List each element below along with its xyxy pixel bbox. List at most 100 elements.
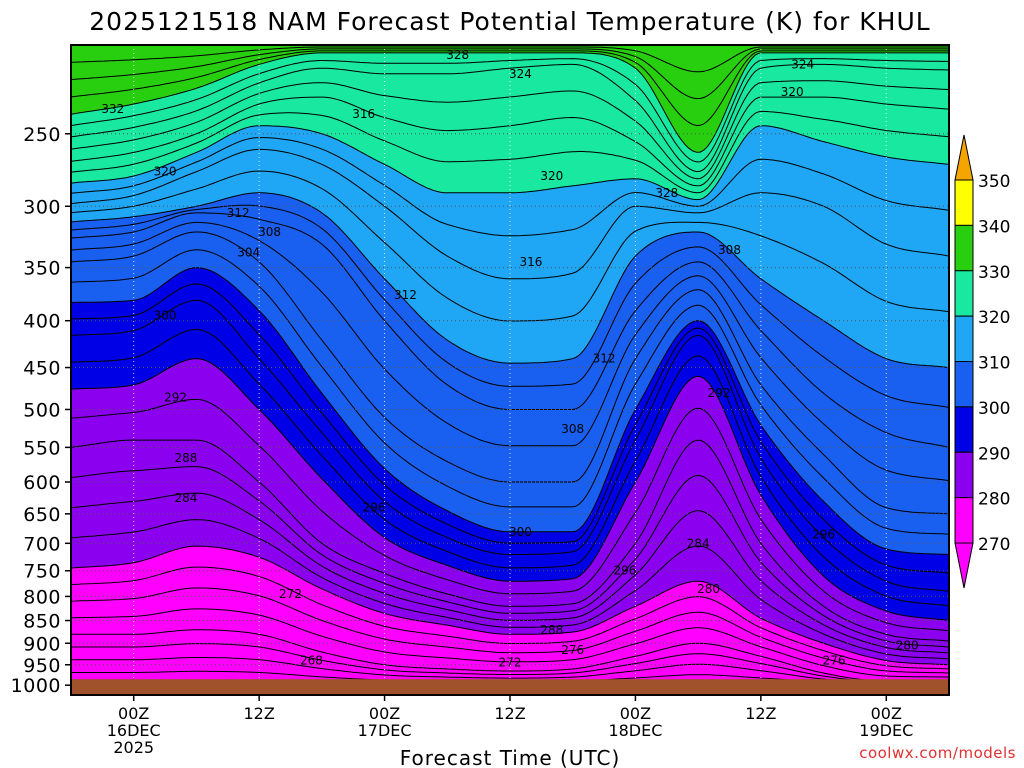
y-tick-label: 650 (23, 504, 61, 526)
colorbar-segment (954, 497, 974, 544)
y-tick-label: 400 (23, 311, 61, 333)
contour-label: 316 (519, 255, 542, 269)
x-tick-label: 12Z (745, 704, 776, 723)
colorbar-label: 310 (978, 354, 1010, 374)
colorbar-label: 290 (978, 444, 1010, 464)
isentrope-278 (71, 566, 949, 670)
contour-label: 328 (446, 48, 469, 62)
isentrope-280 (71, 545, 949, 666)
isentrope-322 (71, 110, 949, 194)
contour-label: 280 (697, 582, 720, 596)
contour-label: 312 (227, 206, 250, 220)
fill-band-332 (71, 45, 949, 153)
ground-layer (71, 679, 949, 695)
grid-lines (71, 45, 949, 695)
y-tick-label: 950 (23, 655, 61, 677)
contour-label: 300 (154, 309, 177, 323)
isentrope-294 (71, 328, 949, 607)
y-tick-label: 750 (23, 561, 61, 583)
isentrope-318 (71, 137, 949, 237)
y-tick-label: 600 (23, 472, 61, 494)
x-axis-label: Forecast Time (UTC) (400, 746, 621, 768)
chart-title: 2025121518 NAM Forecast Potential Temper… (89, 7, 930, 36)
contour-label: 288 (540, 623, 563, 637)
isentrope-surface-2 (71, 657, 949, 684)
colorbar-segment (954, 179, 974, 226)
y-tick-label: 1000 (11, 675, 61, 697)
colorbar-label: 340 (978, 217, 1010, 237)
y-tick-label: 900 (23, 633, 61, 655)
contour-label: 324 (509, 67, 532, 81)
contour-label: 332 (101, 102, 124, 116)
isentrope-284 (71, 492, 949, 654)
contour-label: 288 (175, 451, 198, 465)
contour-label: 320 (781, 85, 804, 99)
isentrope-330 (71, 58, 949, 163)
contour-label: 300 (509, 525, 532, 539)
x-tick-label: 12Z (494, 704, 525, 723)
contour-label: 320 (540, 169, 563, 183)
isentrope-298 (71, 283, 949, 574)
y-tick-label: 350 (23, 258, 61, 280)
isentrope-320 (71, 125, 949, 201)
y-tick-label: 550 (23, 437, 61, 459)
contour-label: 276 (561, 643, 584, 657)
contour-label: 272 (499, 656, 522, 670)
contour-label: 292 (708, 386, 731, 400)
x-tick-label: 17DEC (358, 721, 412, 740)
colorbar-label: 330 (978, 263, 1010, 283)
contour-label: 296 (812, 528, 835, 542)
isentrope-316 (71, 148, 949, 280)
colorbar-segment (954, 270, 974, 317)
x-tick-label: 00Z (118, 704, 149, 723)
x-tick-label: 2025 (113, 738, 154, 757)
y-axis: 2503003504004505005506006507007508008509… (11, 124, 71, 697)
contour-label: 308 (718, 243, 741, 257)
isentrope-288 (71, 439, 949, 642)
colorbar-arrow-top (954, 134, 974, 181)
contour-label: 312 (593, 352, 616, 366)
colorbar-legend: 270 280 290 300 310 320 330 340 350 (954, 134, 1010, 589)
x-tick-label: 00Z (871, 704, 902, 723)
isentrope-276 (71, 587, 949, 674)
contour-label: 308 (258, 225, 281, 239)
contour-labels: 328 324 332 316 320 320 312 308 304 316 312 300 312 2… (101, 48, 918, 670)
x-tick-label: 18DEC (608, 721, 662, 740)
colorbar-label: 300 (978, 399, 1010, 419)
isentrope-332 (71, 52, 949, 153)
ground-fill (71, 679, 949, 695)
contour-label: 312 (394, 288, 417, 302)
x-tick-label: 16DEC (107, 721, 161, 740)
isentrope-302 (71, 249, 949, 535)
x-tick-label: 00Z (369, 704, 400, 723)
isentrope-272 (71, 629, 949, 682)
contour-label: 328 (655, 186, 678, 200)
colorbar-segment (954, 406, 974, 453)
credit-text: coolwx.com/models (859, 744, 1016, 762)
isentrope-aloft-2 (71, 48, 949, 100)
contour-label: 292 (164, 390, 187, 404)
contour-label: 280 (896, 638, 919, 652)
colorbar-label: 350 (978, 172, 1010, 192)
isentrope-300 (71, 267, 949, 555)
colorbar-label: 270 (978, 535, 1010, 555)
colorbar-segment (954, 451, 974, 499)
y-tick-label: 500 (23, 399, 61, 421)
contour-label: 272 (279, 587, 302, 601)
isentrope-328 (71, 63, 949, 173)
contour-label: 324 (791, 57, 814, 71)
y-tick-label: 300 (23, 196, 61, 218)
x-tick-label: 19DEC (859, 721, 913, 740)
contour-label: 296 (363, 501, 386, 515)
colorbar-label: 320 (978, 308, 1010, 328)
contour-label: 316 (352, 107, 375, 121)
contour-label: 276 (823, 654, 846, 668)
isentrope-aloft-3 (71, 46, 949, 73)
contour-label: 284 (687, 536, 710, 550)
y-tick-label: 850 (23, 611, 61, 633)
y-tick-label: 700 (23, 533, 61, 555)
contour-label: 308 (561, 422, 584, 436)
contour-label: 284 (175, 491, 198, 505)
